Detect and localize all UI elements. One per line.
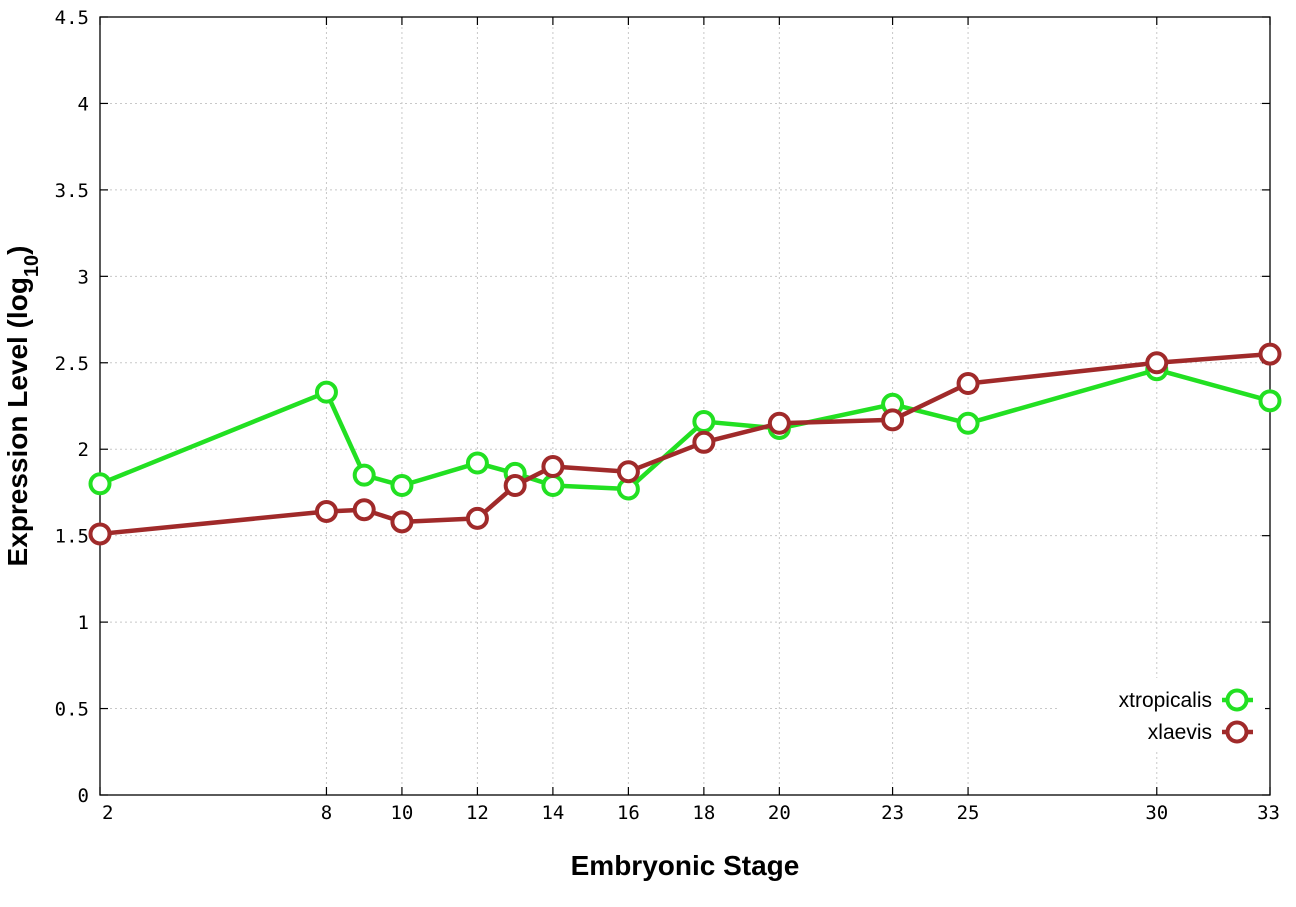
- data-point-xtropicalis: [1258, 389, 1282, 413]
- series-xlaevis: [88, 342, 1282, 546]
- data-point-xlaevis: [503, 474, 527, 498]
- legend-label: xtropicalis: [1119, 689, 1212, 712]
- x-tick-label: 30: [1145, 802, 1168, 824]
- y-tick-label: 3.5: [55, 180, 89, 202]
- y-tick-label: 4.5: [55, 7, 89, 29]
- data-point-xtropicalis: [314, 380, 338, 404]
- x-tick-label: 25: [957, 802, 980, 824]
- data-point-xlaevis: [465, 506, 489, 530]
- data-point-xlaevis: [541, 455, 565, 479]
- data-point-xtropicalis: [692, 410, 716, 434]
- x-tick-label: 10: [390, 802, 413, 824]
- data-point-xtropicalis: [956, 411, 980, 435]
- x-tick-label: 14: [541, 802, 564, 824]
- y-tick-label: 0: [78, 785, 89, 807]
- x-tick-label: 8: [321, 802, 332, 824]
- data-point-xlaevis: [352, 498, 376, 522]
- series-line-xlaevis: [99, 351, 1271, 537]
- data-point-xlaevis: [616, 460, 640, 484]
- data-point-xlaevis: [767, 411, 791, 435]
- y-tick-label: 2.5: [55, 353, 89, 375]
- x-tick-label: 33: [1257, 802, 1280, 824]
- data-point-xtropicalis: [541, 474, 565, 498]
- data-point-xtropicalis: [390, 474, 414, 498]
- x-tick-label: 2: [102, 802, 113, 824]
- y-tick-label: 4: [78, 93, 89, 115]
- data-point-xlaevis: [956, 372, 980, 396]
- y-axis-title-main: Expression Level (log: [2, 277, 33, 566]
- x-tick-label: 18: [692, 802, 715, 824]
- legend-marker-swatch: [1225, 688, 1249, 712]
- y-tick-label: 2: [78, 439, 89, 461]
- series-line-xtropicalis: [99, 367, 1271, 492]
- grid: [100, 17, 1270, 795]
- data-point-xlaevis: [88, 522, 112, 546]
- legend-item-xlaevis: xlaevis: [1148, 720, 1253, 744]
- data-point-xlaevis: [881, 408, 905, 432]
- series-xtropicalis: [88, 358, 1282, 501]
- x-tick-label: 23: [881, 802, 904, 824]
- y-tick-label: 1: [78, 612, 89, 634]
- data-point-xlaevis: [692, 430, 716, 454]
- x-axis-title: Embryonic Stage: [571, 850, 800, 881]
- y-tick-label: 3: [78, 266, 89, 288]
- x-tick-label: 12: [466, 802, 489, 824]
- y-axis-title: Expression Level (log10): [2, 246, 43, 567]
- x-tick-label: 16: [617, 802, 640, 824]
- data-point-xtropicalis: [352, 463, 376, 487]
- series-layer: [88, 342, 1282, 546]
- legend-marker-swatch: [1225, 720, 1249, 744]
- legend-item-xtropicalis: xtropicalis: [1119, 688, 1253, 712]
- y-tick-label: 0.5: [55, 699, 89, 721]
- data-point-xlaevis: [1145, 351, 1169, 375]
- legend: xtropicalis xlaevis: [1060, 678, 1265, 750]
- y-axis-title-close: ): [2, 246, 33, 255]
- data-point-xtropicalis: [88, 472, 112, 496]
- data-point-xlaevis: [314, 499, 338, 523]
- x-tick-label: 20: [768, 802, 791, 824]
- data-point-xlaevis: [1258, 342, 1282, 366]
- data-point-xtropicalis: [465, 451, 489, 475]
- y-axis-title-subscript: 10: [21, 255, 43, 277]
- legend-label: xlaevis: [1148, 721, 1212, 744]
- data-point-xlaevis: [390, 510, 414, 534]
- y-tick-label: 1.5: [55, 526, 89, 548]
